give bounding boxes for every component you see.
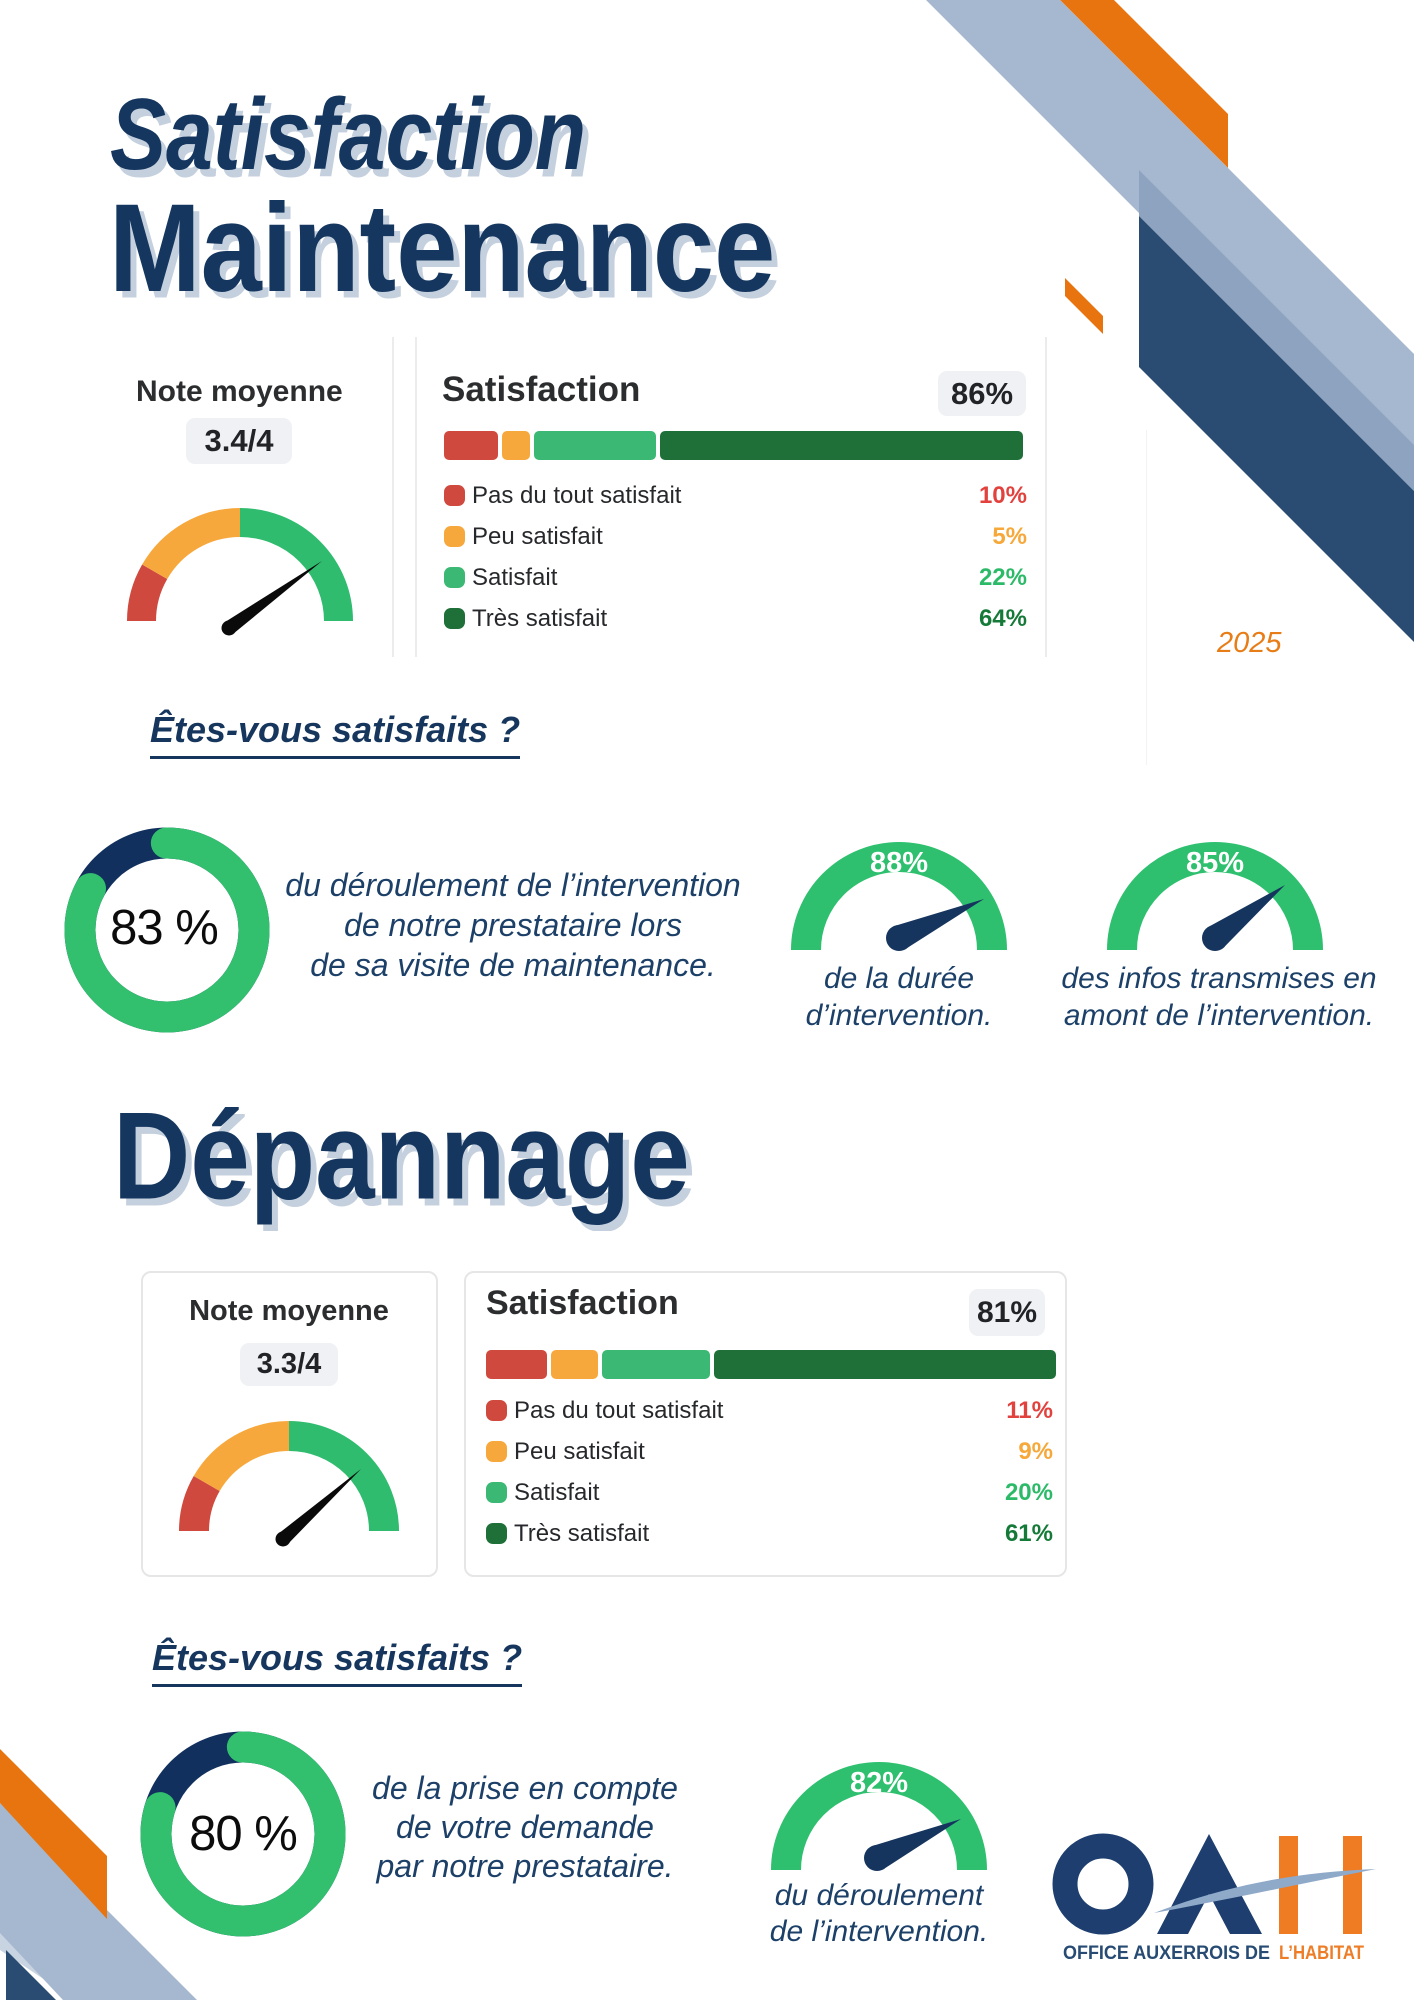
svg-text:L’HABITAT: L’HABITAT <box>1279 1943 1364 1964</box>
svg-text:OFFICE AUXERROIS DE: OFFICE AUXERROIS DE <box>1063 1943 1270 1964</box>
